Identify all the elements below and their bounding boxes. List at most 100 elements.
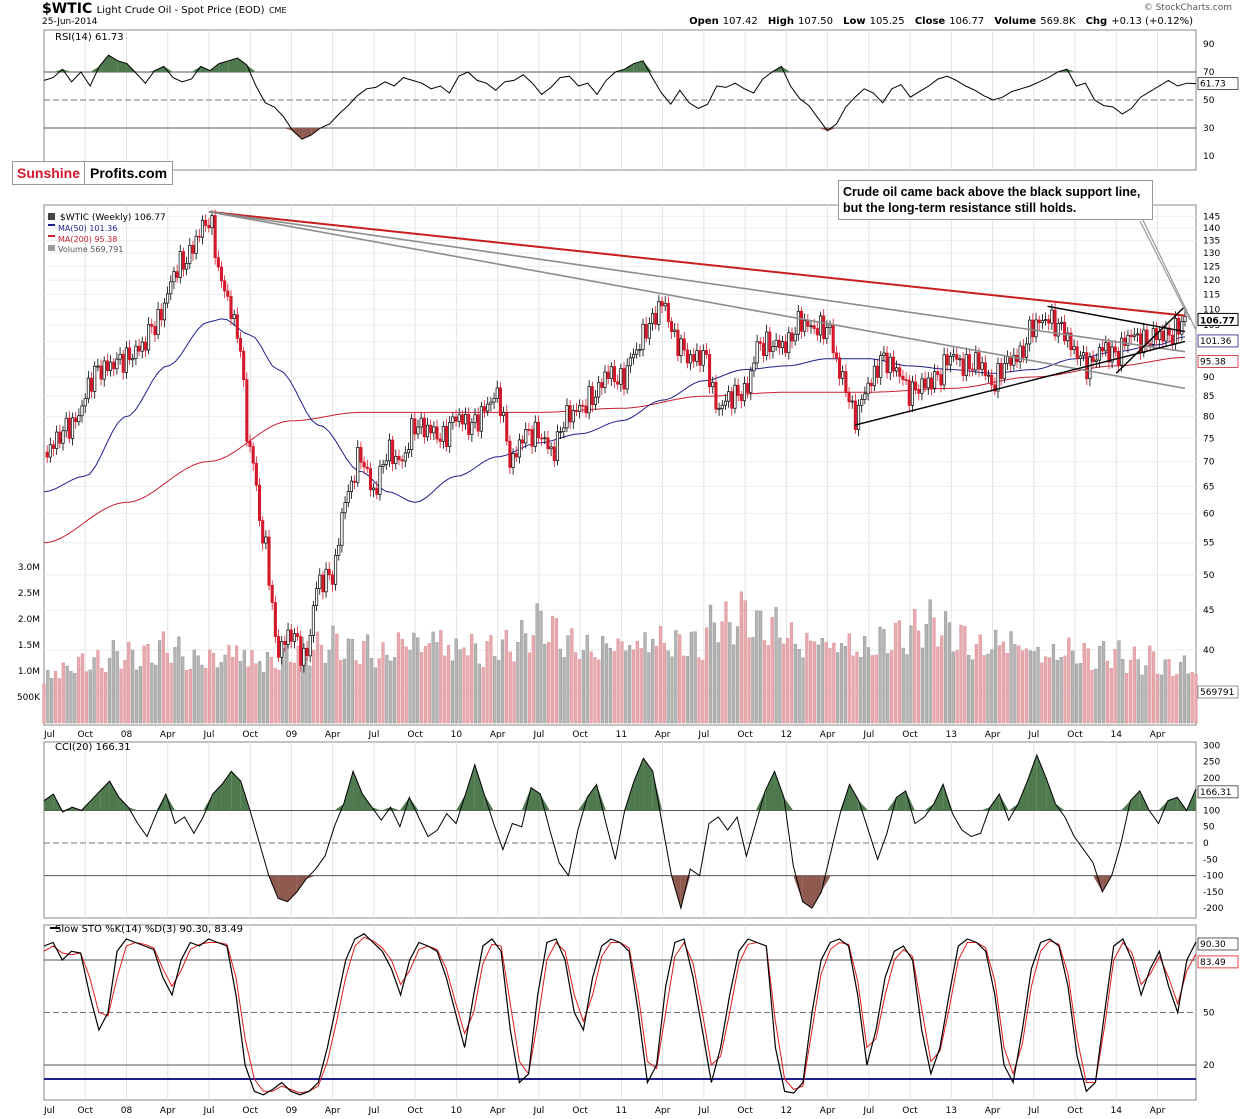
x-axis-tick-label: 09 [286,1106,298,1116]
candle-body [1056,323,1060,337]
rsi-overbought-fill [624,63,634,72]
candle-body [856,404,861,430]
volume-bar [269,656,273,724]
volume-bar [724,601,728,724]
x-axis-tick-label: Oct [407,1106,423,1116]
candle-body [765,331,769,356]
candle-body [876,365,880,378]
candle-body [1028,319,1032,345]
candle-body [296,633,300,637]
candle-body [242,350,246,380]
candle-body [448,422,452,447]
candle-body [977,352,981,370]
volume-bar [319,644,324,724]
candle-body [641,324,645,350]
price-y-tick-label: 60 [1203,509,1215,519]
candle-body [777,339,781,349]
volume-bar [1148,645,1152,724]
cci-y-tick-label: 100 [1203,806,1220,816]
candle-body [1107,342,1111,363]
quote-high-value: 107.50 [797,16,833,27]
volume-bar [943,611,948,724]
candle-body [185,263,189,270]
volume-bar [373,667,377,724]
quote-close-value: 106.77 [949,16,985,27]
volume-bar [577,659,582,724]
candle-body [470,422,474,435]
candle-body [774,339,778,347]
volume-bar [157,640,162,724]
candle-body [882,352,886,356]
candle-body [422,417,426,438]
volume-bar [473,643,478,724]
candle-body [467,413,471,435]
cci-overbought-fill [783,797,794,811]
x-axis-tick-label: 10 [451,730,463,740]
volume-bar [192,649,196,724]
candle-body [476,414,480,432]
x-axis-tick-label: 13 [946,730,957,740]
candle-body [673,329,677,332]
x-axis-tick-label: 11 [616,1106,627,1116]
volume-bar [385,654,389,724]
candle-body [885,352,889,374]
candle-body [349,480,353,493]
last-price-label: 106.77 [1200,316,1235,326]
quote-volume-label: Volume [994,16,1037,27]
volume-bar [624,650,628,724]
candle-body [948,355,953,366]
sto-y-tick-label: 50 [1203,1009,1215,1019]
volume-bar [288,661,293,724]
candle-body [479,406,483,432]
x-axis-tick-label: Apr [325,730,341,740]
candle-body [1075,346,1079,359]
x-axis-tick-label: Oct [242,1106,258,1116]
candle-body [793,333,797,342]
candle-body [207,225,211,229]
candle-body [74,417,78,423]
candle-body [147,324,151,351]
candle-body [612,366,617,383]
volume-bar [932,617,936,724]
candle-body [150,324,154,327]
cci-overbought-fill [165,794,176,811]
candle-body [368,468,373,491]
volume-bar [419,652,424,724]
rsi-y-tick-label: 70 [1203,68,1215,78]
cci-y-tick-label: -100 [1203,872,1224,882]
rsi-oversold-fill [818,128,828,131]
cci-overbought-fill [390,807,400,811]
candle-body [387,439,392,462]
volume-bar [485,641,489,724]
candle-body [292,633,296,642]
candle-body [403,452,407,462]
volume-bar [1078,662,1083,724]
volume-bar [570,628,574,724]
candle-body [1078,355,1082,359]
volume-bar [265,652,270,724]
volume-bar [824,641,828,724]
quote-chg-label: Chg [1085,16,1108,27]
x-axis-tick-label: Oct [902,730,918,740]
annotation-pointer [1139,220,1191,321]
candle-body [89,377,94,392]
volume-bar [997,645,1002,724]
candle-body [761,342,766,356]
cci-overbought-fill [1018,781,1028,811]
candle-body [143,341,147,351]
candle-body [841,371,845,379]
candle-body [895,367,899,372]
price-panel: 1451401351301251201151101051009590858075… [17,204,1239,740]
cci-overbought-fill [1121,800,1131,811]
candle-body [666,302,670,322]
x-axis-tick-label: Oct [572,730,588,740]
cci-overbought-fill [1167,797,1178,811]
rsi-overbought-fill [163,66,174,72]
candle-body [755,341,759,364]
volume-bar [708,604,713,724]
cci-y-tick-label: -150 [1203,888,1224,898]
volume-bar [1186,673,1190,724]
cci-oversold-fill [278,875,288,902]
volume-bar [612,651,616,724]
